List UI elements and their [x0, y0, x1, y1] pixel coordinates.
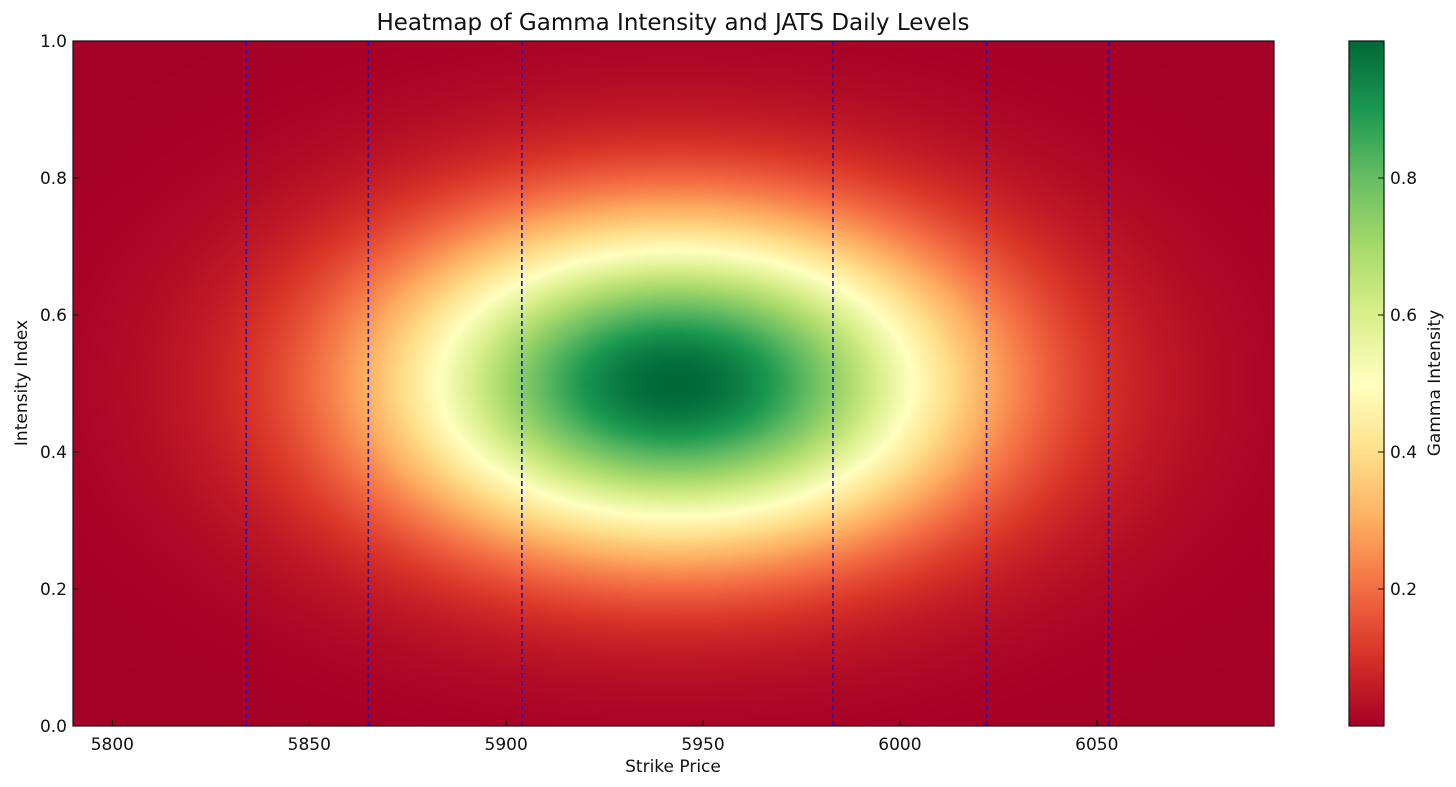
- y-axis-title: Intensity Index: [12, 320, 32, 446]
- heatmap-area: [73, 41, 1274, 726]
- x-tick-label: 5950: [681, 735, 724, 755]
- x-tick-label: 6050: [1075, 735, 1118, 755]
- colorbar: [1348, 40, 1385, 727]
- chart-title: Heatmap of Gamma Intensity and JATS Dail…: [376, 10, 969, 36]
- x-tick-label: 6000: [878, 735, 921, 755]
- colorbar-tick-label: 0.8: [1390, 169, 1417, 189]
- colorbar-label: Gamma Intensity: [1425, 310, 1445, 457]
- x-tick-label: 5850: [288, 735, 331, 755]
- y-tick-label: 0.2: [40, 580, 67, 600]
- colorbar-ticks: 0.2 0.4 0.6 0.8: [1378, 169, 1417, 600]
- y-tick-label: 0.8: [40, 169, 67, 189]
- y-tick-label: 0.6: [40, 306, 67, 326]
- x-tick-label: 5800: [91, 735, 134, 755]
- colorbar-tick-label: 0.4: [1390, 443, 1417, 463]
- jats-level-lines: [245, 41, 1110, 726]
- x-tick-label: 5900: [485, 735, 528, 755]
- y-tick-label: 1.0: [40, 32, 67, 52]
- y-axis: 0.0 0.2 0.4 0.6 0.8 1.0: [40, 32, 79, 737]
- plot-frame: [72, 40, 1275, 727]
- x-axis-title: Strike Price: [625, 757, 721, 777]
- colorbar-tick-label: 0.2: [1390, 580, 1417, 600]
- colorbar-tick-label: 0.6: [1390, 306, 1417, 326]
- y-tick-label: 0.0: [40, 717, 67, 737]
- y-tick-label: 0.4: [40, 443, 67, 463]
- x-axis: 5800 5850 5900 5950 6000 6050: [91, 720, 1118, 755]
